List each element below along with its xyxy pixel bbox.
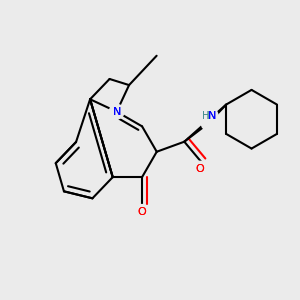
Text: H: H [202,112,210,122]
Text: O: O [138,207,146,217]
Text: O: O [195,164,204,174]
Circle shape [199,106,218,125]
Text: N: N [208,112,217,122]
Circle shape [192,161,207,176]
Text: N: N [208,111,217,121]
Text: O: O [138,207,146,217]
Text: H: H [202,111,210,121]
Text: N: N [112,107,121,117]
Circle shape [201,116,216,130]
Text: N: N [112,107,121,117]
Circle shape [135,205,149,219]
Text: O: O [195,164,204,174]
Circle shape [109,104,124,119]
